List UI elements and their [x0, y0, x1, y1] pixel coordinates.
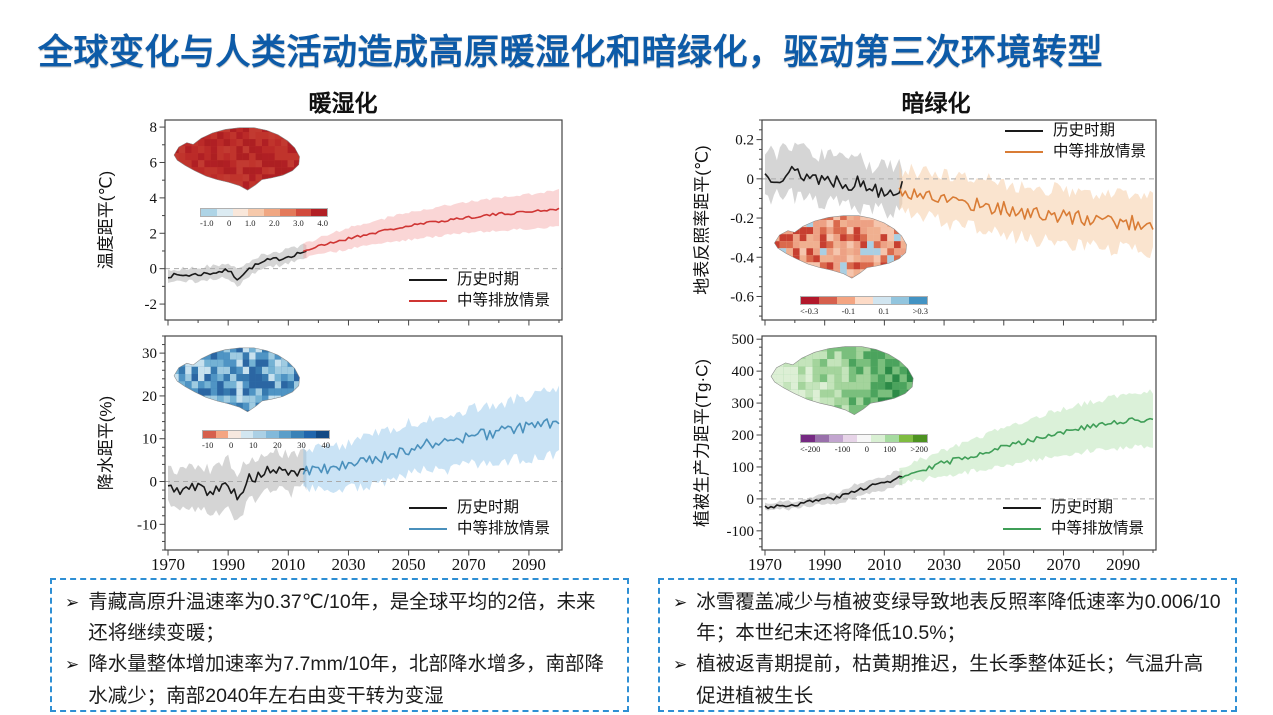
svg-text:-2: -2 [145, 297, 158, 313]
svg-text:300: 300 [732, 396, 755, 412]
chart-legend: 历史时期 中等排放情景 [408, 271, 550, 310]
svg-text:10: 10 [142, 432, 157, 448]
svg-text:1970: 1970 [151, 555, 185, 574]
svg-text:0: 0 [150, 475, 158, 491]
legend-line-scenario [408, 528, 447, 531]
legend-label-scenario: 中等排放情景 [1050, 520, 1144, 538]
y-axis-label-precipitation: 降水距平(%) [96, 395, 116, 491]
note-item: ➢ 冰雪覆盖减少与植被变绿导致地表反照率降低速率为0.006/10年；本世纪末还… [673, 587, 1222, 649]
map-inset-vegetation [762, 336, 934, 432]
svg-text:-10: -10 [137, 517, 157, 533]
legend-line-historical [1002, 507, 1041, 510]
note-text: 降水量整体增加速率为7.7mm/10年，北部降水增多，南部降水减少；南部2040… [88, 653, 604, 707]
bullet-arrow-icon: ➢ [65, 593, 80, 612]
legend-line-scenario [408, 300, 447, 303]
svg-text:2030: 2030 [927, 555, 961, 574]
note-item: ➢ 青藏高原升温速率为0.37℃/10年，是全球平均的2倍，未来还将继续变暖； [65, 587, 614, 649]
plot-area-temperature: -2 0 2 4 6 8 [118, 112, 568, 326]
svg-text:-100: -100 [727, 524, 755, 540]
bullet-arrow-icon: ➢ [65, 655, 80, 675]
svg-text:200: 200 [732, 428, 755, 444]
legend-line-scenario [1004, 150, 1043, 153]
svg-text:1990: 1990 [808, 555, 842, 574]
notes-box-dark-greening: ➢ 冰雪覆盖减少与植被变绿导致地表反照率降低速率为0.006/10年；本世纪末还… [658, 578, 1237, 712]
svg-text:1990: 1990 [211, 555, 245, 574]
legend-line-historical [1004, 129, 1043, 132]
note-item: ➢ 植被返青期提前，枯黄期推迟，生长季整体延长；气温升高促进植被生长 [673, 649, 1222, 711]
svg-text:6: 6 [150, 155, 158, 171]
svg-text:-0.4: -0.4 [730, 250, 754, 266]
plot-area-precipitation: 1970 1990 2010 2030 2050 2070 2090 -10 0 10 20 30 [118, 330, 568, 576]
note-text: 冰雪覆盖减少与植被变绿导致地表反照率降低速率为0.006/10年；本世纪末还将降… [696, 591, 1221, 645]
bullet-arrow-icon: ➢ [673, 655, 688, 675]
note-text: 植被返青期提前，枯黄期推迟，生长季整体延长；气温升高促进植被生长 [696, 653, 1204, 707]
svg-text:2050: 2050 [392, 555, 426, 574]
legend-label-historical: 历史时期 [1052, 122, 1115, 139]
svg-text:2090: 2090 [1106, 555, 1140, 574]
chart-legend: 历史时期 中等排放情景 [1002, 499, 1144, 538]
legend-line-historical [408, 279, 447, 282]
plot-area-vegetation: 1970 1990 2010 2030 2050 2070 2090 -100 0 100 200 3… [710, 330, 1162, 576]
svg-text:2050: 2050 [987, 555, 1021, 574]
svg-text:0: 0 [747, 492, 755, 508]
map-inset-temperature [166, 118, 318, 206]
colorbar-vegetation: <-200 -100 0 100 >200 [800, 434, 928, 454]
svg-text:1970: 1970 [748, 555, 782, 574]
chart-vegetation-productivity: 1970 1990 2010 2030 2050 2070 2090 -100 0 100 200 3… [710, 330, 1162, 576]
note-text: 青藏高原升温速率为0.37℃/10年，是全球平均的2倍，未来还将继续变暖； [88, 591, 596, 645]
y-axis-label-vegetation: 植被生产力距平(Tg·C) [692, 358, 712, 528]
y-axis-label-temperature: 温度距平(℃) [96, 170, 116, 270]
svg-text:500: 500 [732, 332, 755, 348]
colorbar-albedo: <-0.3 -0.1 0.1 >0.3 [800, 296, 928, 316]
legend-label-scenario: 中等排放情景 [1052, 142, 1146, 160]
svg-text:-0.6: -0.6 [730, 289, 754, 305]
page-title: 全球变化与人类活动造成高原暖湿化和暗绿化，驱动第三次环境转型 [38, 33, 1104, 72]
svg-text:8: 8 [150, 120, 158, 136]
svg-text:2010: 2010 [867, 555, 901, 574]
legend-label-scenario: 中等排放情景 [456, 292, 550, 310]
map-inset-albedo [766, 206, 926, 294]
legend-line-historical [408, 507, 447, 510]
svg-text:4: 4 [150, 191, 158, 207]
legend-label-scenario: 中等排放情景 [456, 520, 550, 538]
chart-legend: 历史时期 中等排放情景 [408, 499, 550, 538]
svg-text:2: 2 [150, 226, 158, 242]
legend-label-historical: 历史时期 [1050, 499, 1113, 517]
svg-text:400: 400 [732, 364, 755, 380]
svg-text:-0.2: -0.2 [730, 211, 754, 227]
colorbar-temperature: -1.0 0 1.0 2.0 3.0 4.0 [200, 208, 328, 228]
legend-label-historical: 历史时期 [456, 271, 519, 289]
svg-text:30: 30 [142, 346, 157, 362]
note-item: ➢ 降水量整体增加速率为7.7mm/10年，北部降水增多，南部降水减少；南部20… [65, 649, 614, 711]
map-inset-precipitation [166, 338, 318, 428]
plot-area-albedo: -0.6 -0.4 -0.2 0 0.2 [710, 112, 1162, 326]
svg-text:100: 100 [732, 460, 755, 476]
notes-box-warming-wetting: ➢ 青藏高原升温速率为0.37℃/10年，是全球平均的2倍，未来还将继续变暖； … [50, 578, 629, 712]
svg-text:2090: 2090 [512, 555, 546, 574]
svg-text:2010: 2010 [271, 555, 305, 574]
chart-temperature-anomaly: -2 0 2 4 6 8 -1.0 0 1.0 2.0 3.0 4.0 历史时期 中等排放情景 [118, 112, 568, 326]
svg-text:2070: 2070 [452, 555, 486, 574]
column-header-warming-wetting: 暖湿化 [308, 90, 378, 116]
svg-text:0: 0 [150, 262, 158, 278]
svg-text:0.2: 0.2 [735, 133, 754, 149]
svg-text:2030: 2030 [331, 555, 365, 574]
bullet-arrow-icon: ➢ [673, 593, 688, 612]
svg-text:2070: 2070 [1046, 555, 1080, 574]
y-axis-label-albedo: 地表反照率距平(℃) [692, 145, 712, 295]
svg-text:0: 0 [747, 172, 755, 188]
colorbar-precipitation: -10 0 10 20 30 40 [202, 430, 330, 450]
chart-legend: 历史时期 中等排放情景 [1004, 122, 1146, 161]
chart-albedo-anomaly: -0.6 -0.4 -0.2 0 0.2 <-0.3 -0.1 0.1 >0.3 历史时期 中… [710, 112, 1162, 326]
legend-line-scenario [1002, 528, 1041, 531]
column-header-dark-greening: 暗绿化 [901, 90, 971, 116]
legend-label-historical: 历史时期 [456, 499, 519, 517]
chart-precipitation-anomaly: 1970 1990 2010 2030 2050 2070 2090 -10 0 10 20 30 -… [118, 330, 568, 576]
svg-text:20: 20 [142, 389, 157, 405]
